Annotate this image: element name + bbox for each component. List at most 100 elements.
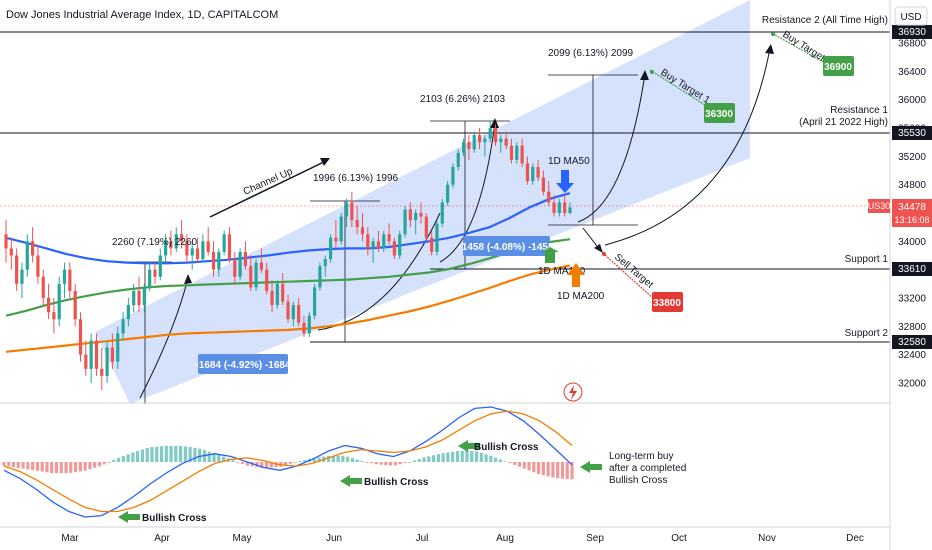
- macd-histogram-bar: [35, 462, 40, 471]
- time-tick-label: May: [233, 533, 252, 544]
- sell-target-box[interactable]: 33800: [652, 292, 683, 312]
- candle-body: [46, 298, 51, 313]
- candle-body: [137, 290, 141, 306]
- events-icon[interactable]: [563, 382, 583, 402]
- macd-histogram-bar: [145, 448, 149, 462]
- macd-histogram-bar: [131, 452, 135, 462]
- last-price-tag[interactable]: US30 34478 13:16:08: [868, 199, 932, 227]
- candle-body: [185, 241, 189, 256]
- macd-histogram-bar: [116, 457, 121, 462]
- macd-histogram-bar: [64, 462, 68, 474]
- bullish-cross-arrow-2: [340, 475, 362, 487]
- candle-body: [233, 259, 237, 277]
- candle-body: [563, 202, 567, 213]
- chart-title: Dow Jones Industrial Average Index, 1D, …: [6, 9, 278, 21]
- arrow-heads: [184, 44, 774, 284]
- candle-body: [100, 368, 104, 376]
- channel-up-arrow: [209, 159, 329, 218]
- macd-histogram-bar: [436, 454, 440, 462]
- last-price-symbol: US30: [868, 201, 891, 211]
- candle-body: [435, 223, 439, 252]
- candle-body: [132, 290, 136, 306]
- drop-box-2[interactable]: -1458 (-4.08%) -1458: [458, 236, 554, 256]
- macd-histogram-bar: [140, 449, 145, 462]
- macd-histogram-bar: [188, 447, 192, 462]
- currency-selector[interactable]: USD: [894, 6, 928, 26]
- candle-body: [148, 269, 152, 288]
- candle-body: [456, 152, 460, 167]
- candle-body: [153, 269, 157, 277]
- macd-histogram-bar: [155, 446, 159, 462]
- candle-body: [201, 241, 205, 260]
- macd-histogram-bar: [7, 462, 11, 467]
- buy-target-1-path: [649, 69, 706, 106]
- candle-body: [398, 234, 402, 256]
- macd-histogram-bar: [159, 446, 164, 462]
- price-tick-label: 35200: [898, 152, 926, 163]
- candle-body: [493, 128, 498, 143]
- price-tick-label: 36000: [898, 95, 926, 106]
- macd-histogram-bar: [422, 457, 426, 462]
- candle-body: [302, 322, 306, 334]
- macd-histogram-bar: [260, 462, 264, 468]
- candle-body: [461, 142, 466, 153]
- measure-bracket-2: [310, 200, 380, 342]
- time-tick-label: Mar: [61, 533, 79, 544]
- macd-histogram-bar: [317, 457, 321, 462]
- time-tick-label: Nov: [758, 533, 776, 544]
- macd-histogram-bar: [446, 452, 450, 462]
- candle-body: [376, 241, 381, 249]
- candle-body: [547, 191, 551, 203]
- macd-histogram-bar: [532, 462, 536, 473]
- macd-histogram-bar: [556, 462, 560, 479]
- macd-histogram-bar: [73, 462, 78, 473]
- ma200-label: 1D MA200: [557, 291, 605, 302]
- bullish-cross-label-2: Bullish Cross: [364, 477, 429, 488]
- buy-target-1-box[interactable]: 36300: [704, 103, 735, 123]
- macd-histogram-bar: [69, 462, 73, 473]
- candle-body: [541, 177, 545, 192]
- price-tag-35530: 35530: [898, 128, 926, 139]
- candle-body: [211, 251, 216, 270]
- drop-box-1[interactable]: -1684 (-4.92%) -1684: [195, 354, 291, 374]
- time-tick-label: Dec: [846, 533, 864, 544]
- macd-histogram-bar: [97, 462, 102, 467]
- macd-histogram-bar: [374, 462, 378, 465]
- candle-body: [126, 305, 130, 320]
- buy-target-2-dot: [771, 32, 775, 36]
- macd-histogram-bar: [207, 451, 211, 462]
- macd-histogram-bar: [355, 459, 359, 462]
- ma100-label: 1D MA100: [538, 266, 586, 277]
- time-axis[interactable]: Mar Apr May Jun Jul Aug Sep Oct Nov Dec: [61, 533, 864, 544]
- channel-up-label: Channel Up: [242, 166, 295, 198]
- candle-body: [217, 251, 221, 270]
- candle-body: [515, 145, 519, 160]
- macd-histogram-bar: [336, 455, 340, 462]
- price-tick-label: 32800: [898, 322, 926, 333]
- long-term-note-3: Bullish Cross: [609, 475, 667, 486]
- macd-histogram-bar: [169, 445, 173, 462]
- macd-histogram-bar: [78, 462, 82, 472]
- measure-1-label: 2260 (7.19%) 2260: [112, 237, 198, 248]
- ma50-label: 1D MA50: [548, 156, 590, 167]
- price-tag-33610: 33610: [898, 264, 926, 275]
- macd-histogram-bar: [398, 462, 402, 465]
- macd-histogram-bar: [212, 453, 216, 462]
- candle-body: [68, 269, 72, 291]
- bullish-cross-arrow-3: [458, 440, 480, 452]
- candle-body: [472, 135, 476, 150]
- candle-body: [328, 237, 333, 260]
- macd-histogram-bar: [365, 462, 369, 463]
- candle-body: [238, 251, 242, 277]
- macd-histogram-bar: [451, 451, 455, 462]
- candle-body: [360, 227, 365, 235]
- macd-histogram-bar: [551, 462, 555, 478]
- candle-body: [313, 287, 317, 316]
- macd-histogram-bar: [83, 462, 87, 471]
- macd-histogram-bar: [11, 462, 16, 468]
- candle-body: [424, 216, 428, 238]
- buy-target-2-box[interactable]: 36900: [823, 56, 854, 76]
- candle-body: [307, 315, 311, 334]
- candle-body: [297, 305, 301, 323]
